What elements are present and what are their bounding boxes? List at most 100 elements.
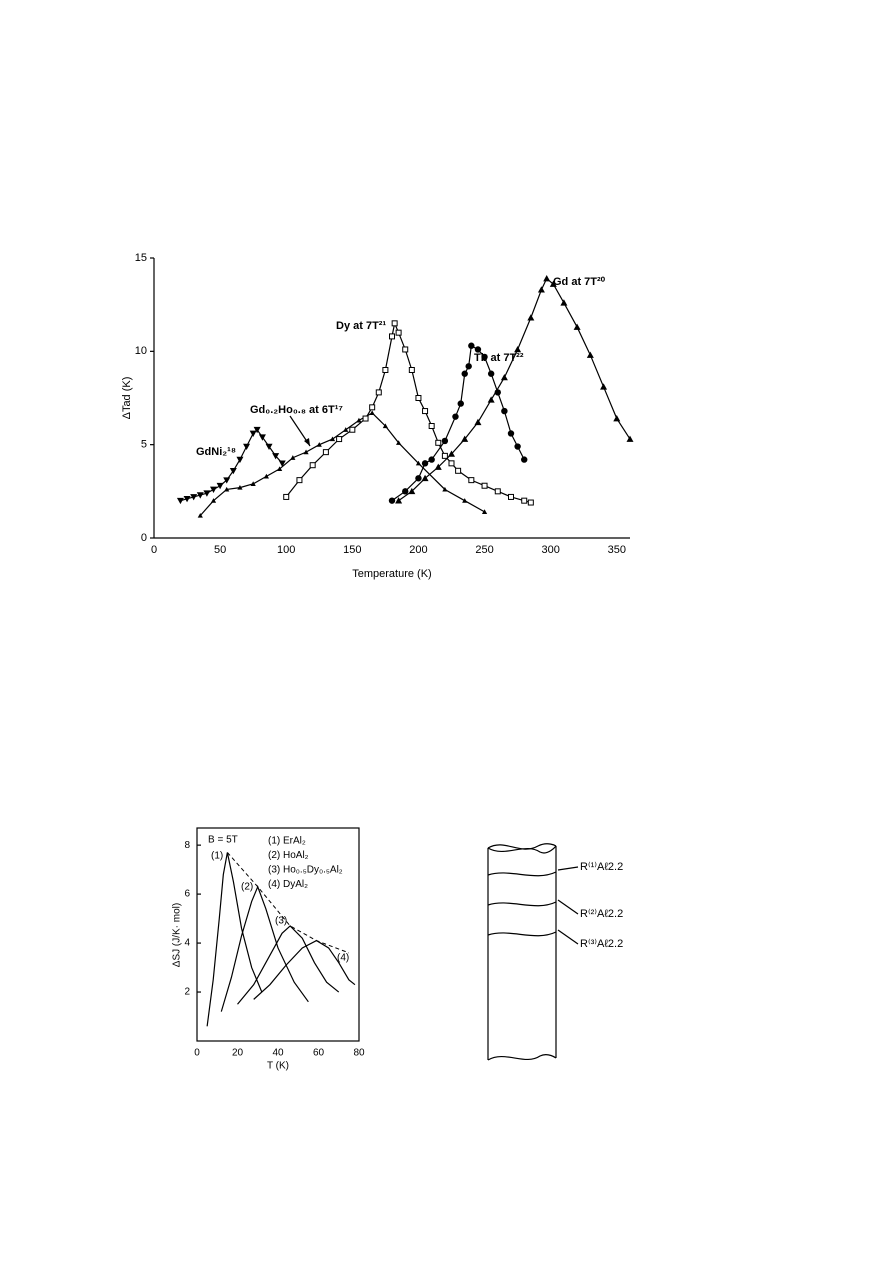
marker [216, 482, 224, 490]
series-line [285, 321, 531, 504]
marker [421, 474, 429, 482]
marker [210, 498, 217, 503]
marker [176, 497, 184, 505]
marker [290, 455, 296, 460]
marker [586, 351, 594, 358]
marker [343, 427, 349, 432]
label-arrow [557, 866, 579, 871]
marker [303, 449, 309, 455]
series-label: Dy at 7T²¹ [336, 320, 386, 332]
marker [441, 452, 448, 459]
y-tick-label: 0 [141, 532, 147, 544]
y-tick-label: 15 [135, 252, 147, 264]
y-axis-label: ΔSJ (J/K· mol) [172, 903, 183, 967]
marker [527, 314, 535, 321]
marker [415, 460, 422, 466]
diagram-label: R⁽²⁾Aℓ2.2 [580, 908, 623, 920]
curve-label: (3) [275, 916, 287, 927]
marker [442, 486, 448, 492]
marker [336, 436, 343, 443]
marker [481, 353, 488, 361]
marker [250, 481, 256, 486]
marker [388, 497, 396, 504]
x-axis-label: T (K) [267, 1061, 289, 1072]
marker [543, 275, 551, 282]
marker [487, 370, 495, 377]
x-tick-label: 50 [214, 544, 226, 556]
marker [448, 450, 455, 457]
series-label: Tb at 7T²² [474, 352, 524, 364]
x-tick-label: 250 [475, 544, 493, 556]
plot-frame [196, 827, 360, 1042]
marker [462, 498, 468, 503]
marker [428, 456, 435, 463]
marker [527, 499, 534, 506]
marker [474, 418, 482, 426]
marker [391, 320, 398, 327]
marker [349, 426, 356, 433]
series-label: Gd at 7T²⁰ [553, 276, 606, 288]
marker [422, 408, 429, 415]
marker [369, 404, 376, 411]
marker [521, 456, 528, 463]
marker [461, 435, 469, 442]
marker [223, 477, 231, 484]
marker [487, 396, 495, 403]
x-tick-label: 80 [353, 1048, 365, 1059]
marker [465, 363, 472, 370]
marker [402, 488, 409, 495]
label-arrow [557, 899, 579, 915]
marker [521, 497, 528, 504]
y-tick-label: 4 [184, 938, 190, 949]
marker [283, 493, 290, 500]
marker [468, 342, 475, 349]
marker [196, 492, 204, 499]
x-tick-label: 300 [541, 544, 559, 556]
marker [613, 415, 621, 422]
series-line [206, 852, 263, 1027]
marker [408, 367, 415, 373]
marker [441, 437, 449, 445]
marker [253, 426, 261, 434]
diagram-label: R⁽¹⁾Aℓ2.2 [580, 861, 623, 873]
marker [265, 443, 273, 451]
marker [203, 490, 211, 497]
legend-entry: (1) ErAl₂ [268, 836, 306, 847]
marker [421, 460, 429, 467]
marker [362, 415, 369, 422]
y-tick-label: 5 [141, 439, 147, 451]
series-line [237, 925, 340, 1005]
marker [395, 329, 402, 336]
x-tick-label: 100 [277, 544, 295, 556]
series-label: GdNi₂¹⁸ [196, 446, 236, 458]
series-line [180, 428, 283, 502]
marker [500, 373, 508, 381]
marker [514, 443, 521, 450]
marker [549, 280, 557, 287]
marker [249, 430, 257, 437]
marker [395, 497, 403, 504]
legend-entry: (4) DyAl₂ [268, 879, 308, 890]
marker [402, 346, 409, 353]
y-tick-label: 8 [184, 840, 190, 851]
marker [468, 477, 475, 484]
marker [428, 423, 435, 429]
marker [507, 430, 515, 437]
marker [494, 488, 501, 495]
envelope-line [227, 852, 350, 954]
series-line [398, 277, 631, 502]
marker [481, 482, 488, 489]
marker [501, 407, 508, 415]
marker [258, 434, 266, 441]
marker [210, 486, 217, 493]
marker [455, 467, 462, 474]
marker [626, 435, 634, 442]
marker [263, 473, 269, 479]
marker [474, 346, 482, 353]
x-tick-label: 60 [313, 1048, 325, 1059]
marker [396, 440, 402, 445]
marker [277, 466, 283, 472]
x-tick-label: 200 [409, 544, 427, 556]
x-tick-label: 0 [194, 1048, 200, 1059]
marker [183, 496, 191, 503]
